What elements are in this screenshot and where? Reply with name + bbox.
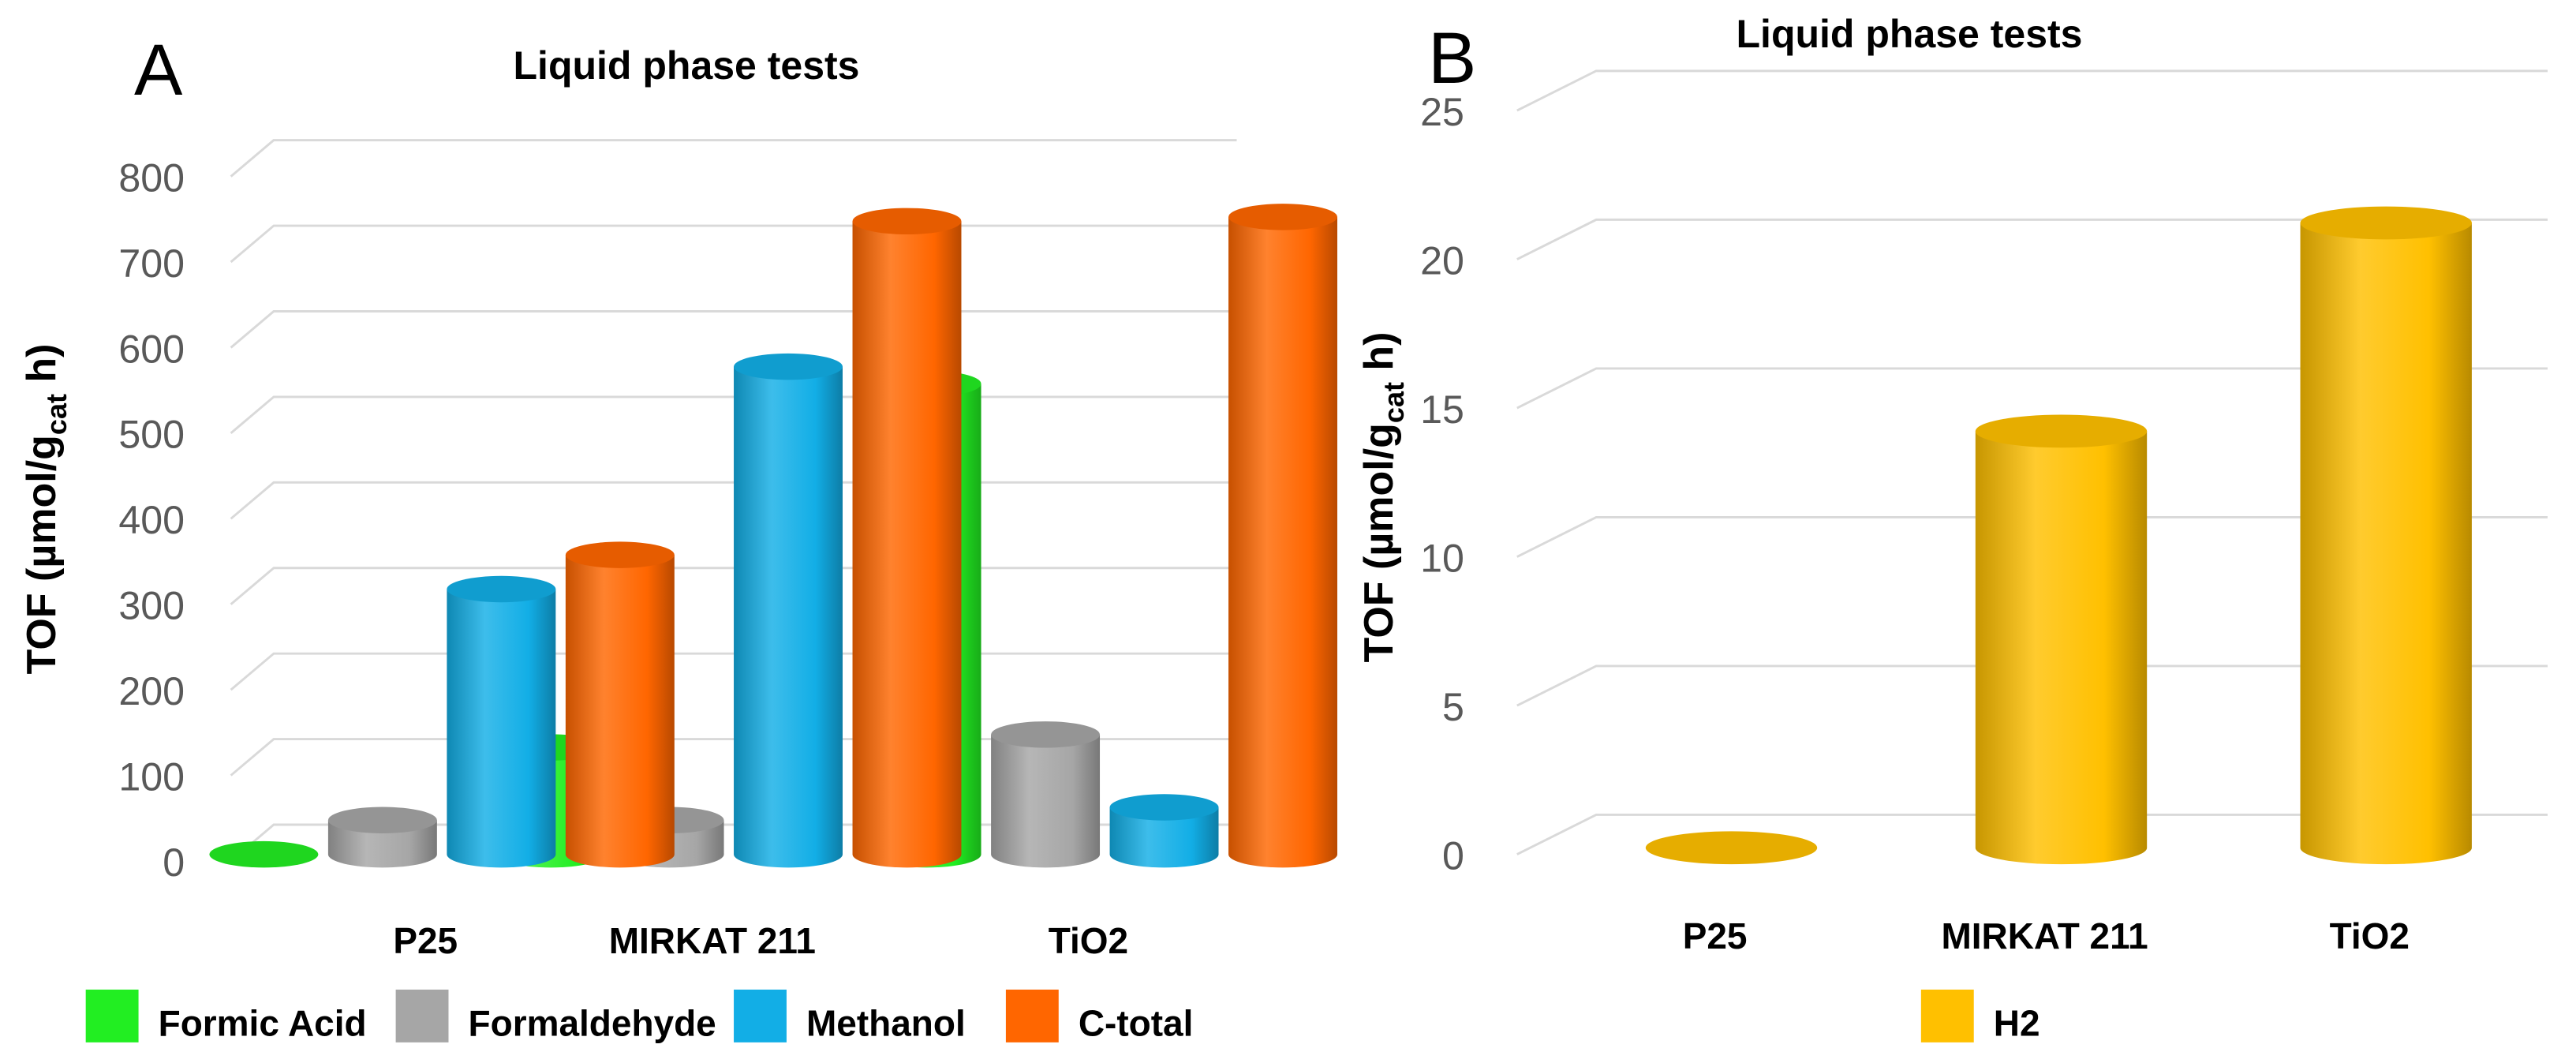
panel-a-gridline-3 <box>230 567 1237 605</box>
panel-b-x-tick-1: MIRKAT 211 <box>1941 915 2148 956</box>
panel-b-x-tick-0: P25 <box>1683 915 1748 956</box>
legend-swatch <box>1920 990 1974 1042</box>
legend-label: Methanol <box>806 1003 966 1044</box>
panel-b-bar-h2-2 <box>2300 206 2472 865</box>
panel-a-x-tick-0: P25 <box>393 920 458 961</box>
panel-a-gridline-8 <box>230 139 1237 178</box>
panel-a-x-tick-1: MIRKAT 211 <box>609 920 816 961</box>
panel-b-gridline-3 <box>1516 367 2548 410</box>
panel-a-gridline-4 <box>230 481 1237 520</box>
panel-a-y-tick-400: 400 <box>118 498 185 542</box>
panel-b: B Liquid phase tests TOF (µmol/gcat h) <box>1356 12 2082 662</box>
panel-b-y-axis-label-suffix: h) <box>1356 332 1402 383</box>
panel-a-y-tick-700: 700 <box>118 241 185 286</box>
panel-a-bar-methanol-2 <box>1109 794 1219 868</box>
legend-label: Formaldehyde <box>469 1003 716 1044</box>
legend-swatch <box>734 990 787 1042</box>
panel-a-y-tick-500: 500 <box>118 413 185 457</box>
panel-b-gridlines <box>1516 69 2548 855</box>
panel-b-x-tick-2: TiO2 <box>2330 915 2410 956</box>
panel-a-y-axis-label-prefix: TOF (µmol/g <box>19 435 65 674</box>
panel-b-y-axis-label-subscript: cat <box>1378 382 1410 423</box>
panel-b-bars <box>1645 206 2472 865</box>
panel-a-x-tick-2: TiO2 <box>1049 920 1128 961</box>
panel-b-gridline-1 <box>1516 664 2548 707</box>
panel-a-bar-formaldehyde-2 <box>991 721 1101 868</box>
panel-a-gridline-2 <box>230 652 1237 691</box>
panel-a-y-ticks: 0 100 200 300 400 500 600 700 800 <box>118 155 185 884</box>
legend-swatch <box>85 990 139 1042</box>
panel-a-bar-formaldehyde-0 <box>327 807 437 868</box>
panel-b-gridline-5 <box>1516 69 2548 112</box>
legend-label: Formic Acid <box>159 1003 367 1044</box>
panel-a-legend-item-0: Formic Acid <box>85 990 367 1044</box>
panel-b-y-tick-15: 15 <box>1420 387 1464 432</box>
legend-label: H2 <box>1994 1003 2040 1044</box>
panel-b-legend: H2 <box>1920 990 2040 1044</box>
panel-a-y-axis-label-subscript: cat <box>40 394 73 435</box>
panel-a-gridline-6 <box>230 310 1237 349</box>
panel-a-letter: A <box>134 30 183 110</box>
panel-b-y-axis-label-prefix: TOF (µmol/g <box>1356 423 1402 662</box>
panel-a-gridline-5 <box>230 395 1237 435</box>
panel-b-y-tick-5: 5 <box>1442 685 1464 729</box>
panel-b-y-tick-25: 25 <box>1420 90 1464 134</box>
panel-a-bars <box>209 204 1337 868</box>
panel-a-title: Liquid phase tests <box>514 43 860 88</box>
panel-b-y-axis-label: TOF (µmol/gcat h) <box>1356 332 1410 663</box>
panel-a-legend-item-2: Methanol <box>734 990 966 1044</box>
legend-label: C-total <box>1079 1003 1194 1044</box>
panel-a-legend-item-1: Formaldehyde <box>395 990 716 1044</box>
panel-b-x-ticks: P25 MIRKAT 211 TiO2 <box>1683 915 2410 956</box>
panel-a-gridline-7 <box>230 224 1237 264</box>
panel-a-y-tick-0: 0 <box>163 840 185 885</box>
panel-a-y-axis-label: TOF (µmol/gcat h) <box>19 344 73 675</box>
panel-a-y-tick-300: 300 <box>118 584 185 628</box>
panel-a-bar-methanol-0 <box>447 575 556 868</box>
legend-swatch <box>395 990 449 1042</box>
panel-b-bar-h2-1 <box>1975 414 2148 865</box>
panel-a: A Liquid phase tests TOF (µmol/gcat h) <box>19 30 859 674</box>
legend-swatch <box>1005 990 1059 1042</box>
panel-b-y-ticks: 0 5 10 15 20 25 <box>1420 90 1464 878</box>
panel-a-legend: Formic Acid Formaldehyde Methanol C-total <box>85 990 1194 1044</box>
panel-a-y-tick-200: 200 <box>118 669 185 713</box>
panel-b-gridline-4 <box>1516 218 2548 260</box>
panel-a-legend-item-3: C-total <box>1005 990 1194 1044</box>
panel-b-y-tick-0: 0 <box>1442 833 1464 878</box>
panel-a-bar-methanol-1 <box>734 353 843 868</box>
panel-a-bar-c-total-0 <box>565 541 675 868</box>
panel-b-title: Liquid phase tests <box>1737 12 2083 56</box>
panel-b-y-tick-20: 20 <box>1420 238 1464 283</box>
panel-b-legend-item-0: H2 <box>1920 990 2040 1044</box>
panel-a-bar-c-total-1 <box>852 208 962 868</box>
panel-a-y-tick-600: 600 <box>118 327 185 371</box>
panel-a-y-tick-800: 800 <box>118 155 185 200</box>
panel-b-letter: B <box>1428 18 1476 99</box>
panel-b-y-tick-10: 10 <box>1420 536 1464 580</box>
panel-b-gridline-2 <box>1516 515 2548 558</box>
panel-a-bar-formic-acid-0 <box>209 840 319 868</box>
panel-a-y-tick-100: 100 <box>118 754 185 799</box>
panel-a-x-ticks: P25 MIRKAT 211 TiO2 <box>393 920 1128 961</box>
panel-a-bar-c-total-2 <box>1228 204 1337 868</box>
panel-b-bar-h2-0 <box>1645 831 1818 865</box>
panel-a-y-axis-label-suffix: h) <box>19 344 65 395</box>
panel-b-gridline-0 <box>1516 813 2548 855</box>
